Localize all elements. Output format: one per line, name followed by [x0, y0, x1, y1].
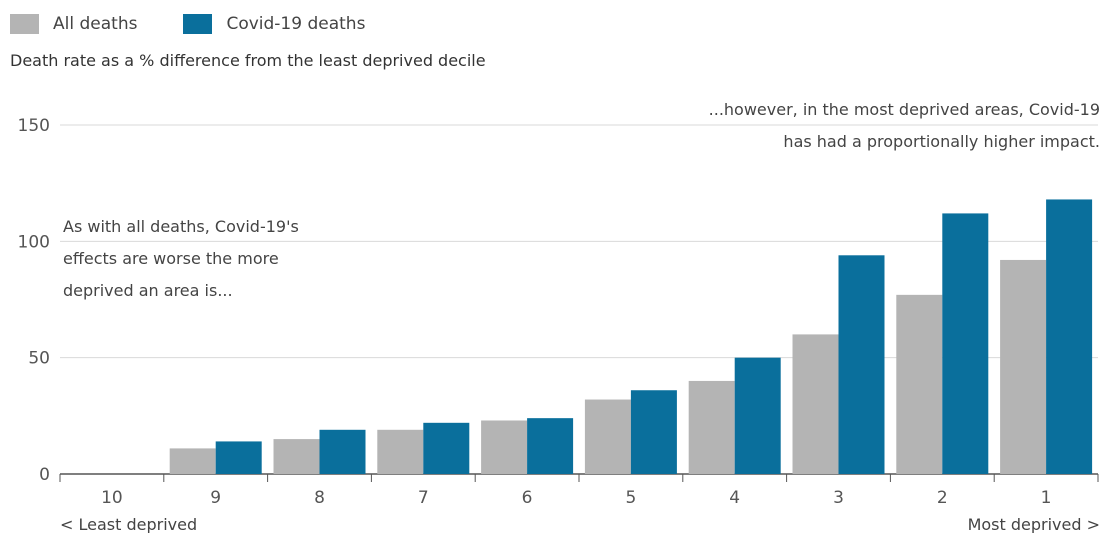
bar-covid-deaths: [215, 441, 262, 474]
bar-all-deaths: [377, 429, 424, 474]
bar-all-deaths: [792, 334, 839, 474]
x-tick-label: 1: [1041, 488, 1052, 508]
legend-item-all-deaths: All deaths: [10, 14, 137, 34]
legend-swatch-covid-deaths: [183, 14, 213, 34]
bar-covid-deaths: [527, 418, 574, 474]
bar-all-deaths: [584, 399, 631, 474]
annotation-left-line: effects are worse the more: [63, 249, 279, 268]
annotation-left-line: As with all deaths, Covid-19's: [63, 217, 299, 236]
bar-all-deaths: [169, 448, 216, 474]
x-tick-label: 3: [833, 488, 844, 508]
y-tick-label: 150: [18, 116, 50, 136]
x-edge-label-right: Most deprived >: [968, 515, 1100, 533]
x-tick-label: 2: [937, 488, 948, 508]
bar-covid-deaths: [942, 213, 989, 474]
y-tick-label: 100: [18, 232, 50, 252]
chart-subtitle: Death rate as a % difference from the le…: [10, 51, 486, 70]
bar-covid-deaths: [1046, 199, 1093, 474]
y-tick-label: 50: [28, 349, 50, 369]
x-tick-label: 4: [729, 488, 740, 508]
annotation-left-line: deprived an area is...: [63, 281, 233, 300]
y-tick-label: 0: [39, 465, 50, 485]
legend-label-covid-deaths: Covid-19 deaths: [226, 14, 366, 34]
bar-covid-deaths: [423, 422, 470, 474]
x-edge-label-left: < Least deprived: [60, 515, 197, 533]
x-tick-label: 8: [314, 488, 325, 508]
x-tick-label: 5: [625, 488, 636, 508]
x-tick-label: 10: [101, 488, 123, 508]
annotation-right-line: ...however, in the most deprived areas, …: [709, 100, 1100, 119]
bar-all-deaths: [1000, 259, 1047, 474]
bar-covid-deaths: [630, 390, 677, 474]
x-tick-label: 7: [418, 488, 429, 508]
bar-covid-deaths: [734, 357, 781, 474]
annotation-right-line: has had a proportionally higher impact.: [783, 132, 1100, 151]
legend-swatch-all-deaths: [10, 14, 39, 34]
bar-all-deaths: [896, 294, 943, 474]
bar-covid-deaths: [838, 255, 885, 474]
legend-label-all-deaths: All deaths: [53, 14, 138, 34]
bar-all-deaths: [481, 420, 528, 474]
bar-all-deaths: [273, 439, 320, 474]
bar-covid-deaths: [319, 429, 366, 474]
bar-all-deaths: [688, 380, 735, 474]
legend-item-covid-deaths: Covid-19 deaths: [183, 14, 365, 34]
x-tick-label: 6: [522, 488, 533, 508]
x-tick-label: 9: [210, 488, 221, 508]
chart-legend: All deaths Covid-19 deaths: [10, 14, 411, 34]
